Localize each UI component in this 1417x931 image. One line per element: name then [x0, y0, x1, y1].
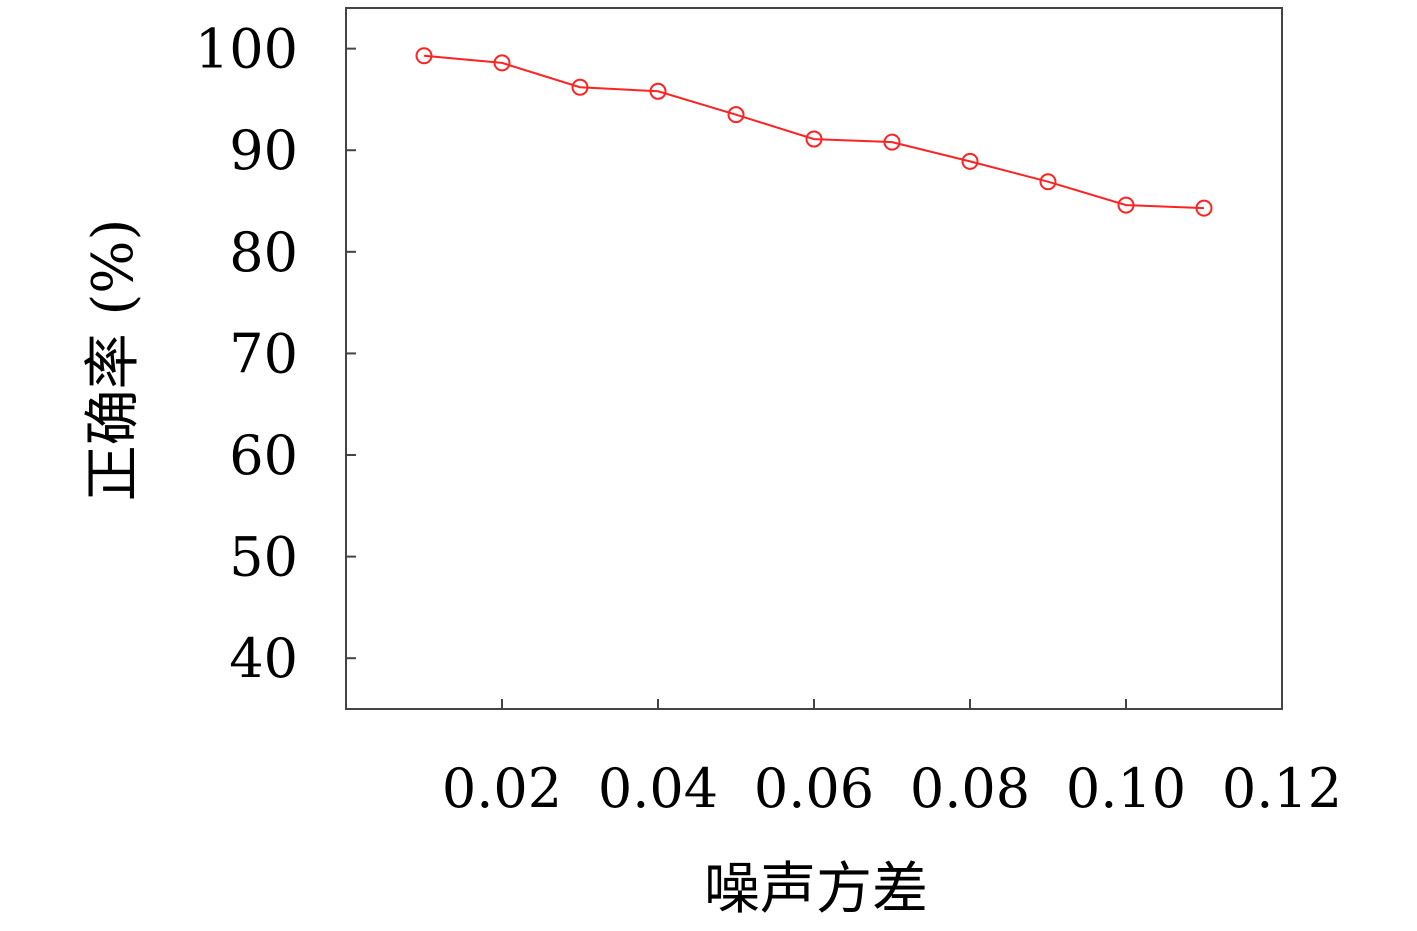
y-tick-label: 90: [229, 119, 298, 182]
series-line: [423, 54, 1205, 210]
x-tick-label: 0.06: [754, 757, 874, 820]
x-tick-label: 0.12: [1222, 757, 1342, 820]
y-tick-label: 60: [229, 424, 298, 487]
data-point: [415, 47, 433, 65]
y-tick-label: 80: [229, 221, 298, 284]
data-point: [1195, 199, 1213, 217]
y-axis: 40 50 60 70 80 90 100: [195, 18, 356, 690]
data-point: [571, 78, 589, 96]
data-point: [805, 130, 823, 148]
x-tick-label: 0.10: [1066, 757, 1186, 820]
plot-frame: [345, 7, 1283, 710]
series-layer: [415, 47, 1213, 217]
data-point: [961, 152, 979, 170]
data-point: [1117, 196, 1135, 214]
y-tick-label: 50: [229, 526, 298, 589]
data-point: [727, 106, 745, 124]
y-tick-label: 70: [229, 322, 298, 385]
x-axis-title: 噪声方差: [704, 857, 928, 922]
data-point: [649, 82, 667, 100]
y-tick-label: 40: [229, 627, 298, 690]
x-tick-label: 0.02: [442, 757, 562, 820]
data-point: [493, 54, 511, 72]
data-point: [1039, 173, 1057, 191]
x-axis: 0.02 0.04 0.06 0.08 0.10 0.12: [442, 699, 1342, 820]
x-tick-label: 0.04: [598, 757, 718, 820]
data-point: [883, 133, 901, 151]
y-axis-title: 正确率 (%): [81, 219, 146, 502]
y-tick-label: 100: [195, 18, 298, 81]
x-tick-label: 0.08: [910, 757, 1030, 820]
